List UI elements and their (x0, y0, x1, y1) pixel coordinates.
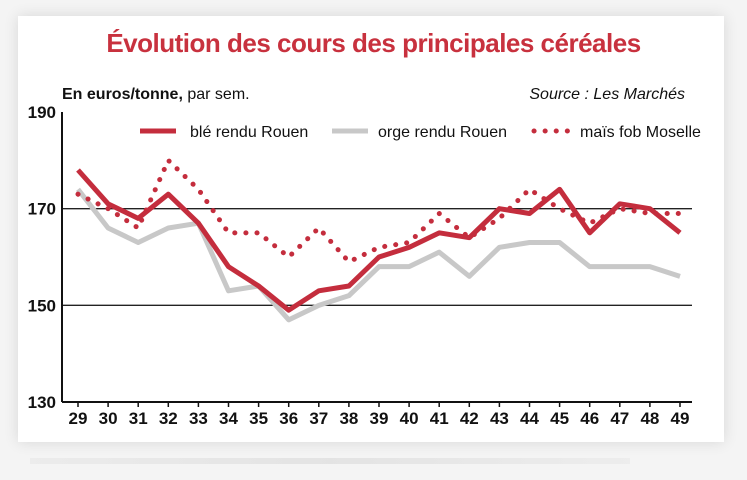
legend-label-mais: maïs fob Moselle (580, 124, 701, 141)
x-tick-label-29: 29 (69, 409, 88, 428)
legend-label-orge: orge rendu Rouen (378, 124, 507, 141)
x-tick-label-44: 44 (520, 409, 539, 428)
x-tick-label-45: 45 (550, 409, 569, 428)
x-tick-label-42: 42 (460, 409, 479, 428)
x-tick-label-37: 37 (309, 409, 328, 428)
x-tick-label-39: 39 (370, 409, 389, 428)
unit-label-rest: par sem. (182, 86, 250, 103)
x-tick-label-36: 36 (279, 409, 298, 428)
unit-label: En euros/tonne, par sem. (62, 86, 250, 104)
y-tick-label-130: 130 (28, 393, 56, 412)
y-tick-label-190: 190 (28, 103, 56, 122)
x-tick-label-31: 31 (129, 409, 148, 428)
x-tick-label-43: 43 (490, 409, 509, 428)
series-line-orge (76, 187, 681, 323)
x-tick-label-32: 32 (159, 409, 178, 428)
source-label: Source : Les Marchés (529, 86, 685, 103)
x-tick-label-33: 33 (189, 409, 208, 428)
chart-title: Évolution des cours des principales céré… (106, 28, 641, 58)
x-tick-label-34: 34 (219, 409, 238, 428)
bottom-fade-decoration (30, 458, 630, 464)
x-tick-label-48: 48 (640, 409, 659, 428)
x-tick-label-40: 40 (400, 409, 419, 428)
x-tick-label-46: 46 (580, 409, 599, 428)
x-tick-label-38: 38 (339, 409, 358, 428)
y-tick-label-150: 150 (28, 296, 56, 315)
legend-label-ble: blé rendu Rouen (190, 124, 308, 141)
series-line-ble (76, 168, 682, 313)
x-tick-label-47: 47 (610, 409, 629, 428)
series-line-mais (75, 156, 683, 265)
x-tick-label-30: 30 (99, 409, 118, 428)
y-tick-label-170: 170 (28, 200, 56, 219)
x-tick-label-41: 41 (430, 409, 449, 428)
x-tick-label-35: 35 (249, 409, 268, 428)
unit-label-bold: En euros/tonne, (62, 86, 183, 103)
x-tick-label-49: 49 (671, 409, 690, 428)
